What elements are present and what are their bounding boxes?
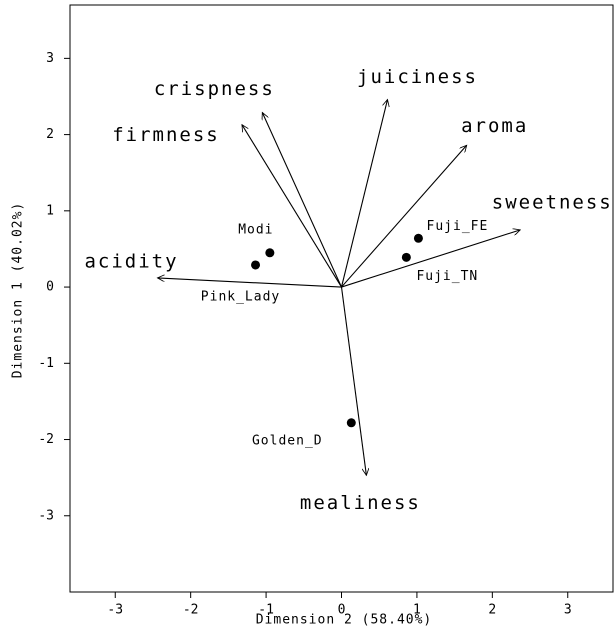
point-label: Fuji_FE [427, 219, 489, 234]
loading-arrow [262, 112, 343, 288]
x-tick-label: -2 [183, 603, 199, 618]
y-tick-label: 1 [46, 203, 54, 218]
loading-arrow [157, 278, 342, 288]
point-label: Golden_D [252, 433, 323, 448]
point-label: Fuji_TN [416, 269, 478, 284]
x-tick-label: 3 [564, 603, 572, 618]
x-axis-label: Dimension 2 (58.40%) [256, 613, 433, 628]
point [265, 248, 275, 258]
point-label: Pink_Lady [201, 289, 280, 304]
point [346, 418, 356, 428]
y-axis-label: Dimension 1 (40.02%) [11, 202, 26, 379]
point-label: Modi [238, 222, 273, 237]
loading-arrow [340, 286, 367, 475]
y-tick-label: 2 [46, 127, 54, 142]
loading-arrow [340, 100, 388, 288]
vector-label: aroma [461, 115, 528, 137]
x-tick-label: 2 [488, 603, 496, 618]
x-tick-label: 1 [413, 603, 421, 618]
vector-label: firmness [112, 124, 220, 146]
vector-label: juiciness [357, 66, 478, 88]
vector-label: crispness [154, 78, 275, 100]
y-tick-label: -2 [38, 432, 54, 447]
point [413, 233, 423, 243]
x-tick-label: -1 [258, 603, 274, 618]
vector-label: mealiness [300, 492, 421, 514]
vector-label: sweetness [492, 191, 613, 213]
y-tick-label: 3 [46, 51, 54, 66]
y-tick-label: -1 [38, 356, 54, 371]
point [401, 252, 411, 262]
x-tick-label: -3 [107, 603, 123, 618]
point [251, 260, 261, 270]
vector-label: acidity [84, 250, 178, 272]
loading-arrow [242, 125, 342, 288]
y-tick-label: 0 [46, 280, 54, 295]
loading-arrow [341, 145, 467, 288]
loading-arrow [341, 230, 521, 288]
x-tick-label: 0 [338, 603, 346, 618]
y-tick-label: -3 [38, 508, 54, 523]
